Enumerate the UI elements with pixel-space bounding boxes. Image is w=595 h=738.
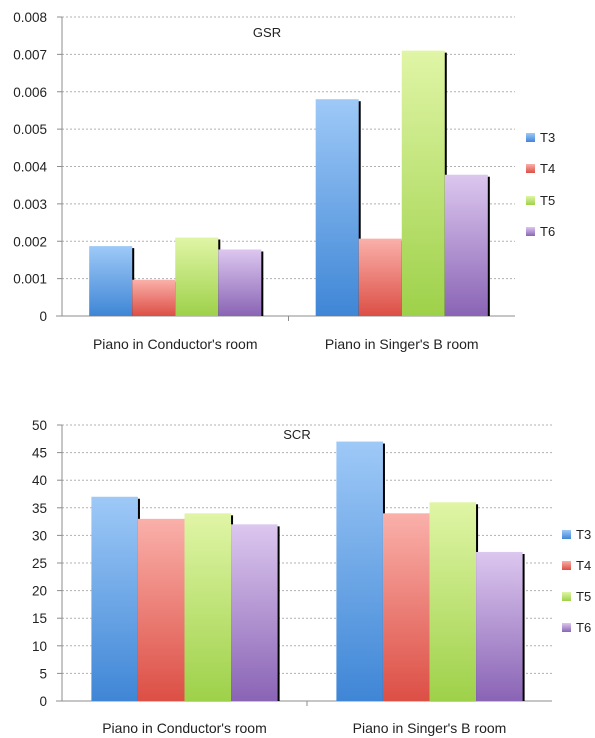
bar-t3 [89, 246, 133, 316]
bar-t5 [184, 513, 232, 701]
bar-t5 [175, 237, 219, 316]
y-tick-label: 40 [32, 473, 47, 488]
y-tick-label: 0.006 [13, 85, 47, 100]
bar-t5 [429, 502, 477, 701]
legend-label-t6: T6 [576, 620, 591, 635]
bar-t5 [401, 50, 445, 316]
y-tick-label: 20 [32, 584, 47, 599]
legend: T3 T4 T5 T6 [526, 130, 555, 239]
scr-chart: SCR 0 5 10 15 20 25 30 35 40 45 50 Piano in Conduct… [32, 418, 591, 736]
legend-label-t5: T5 [576, 589, 591, 604]
legend-swatch-t6 [562, 623, 571, 632]
bar-t6 [218, 249, 262, 316]
bar-t4 [132, 279, 176, 316]
y-tick-label: 35 [32, 501, 47, 516]
y-tick-label: 0.005 [13, 122, 47, 137]
y-tick-label: 0.007 [13, 47, 47, 62]
legend-label-t3: T3 [576, 527, 591, 542]
legend-swatch-t4 [526, 164, 535, 173]
bar-t3 [91, 496, 138, 701]
y-tick-label: 45 [32, 446, 47, 461]
y-tick-label: 0 [39, 694, 47, 709]
y-tick-label: 0.008 [13, 10, 47, 25]
bar-t4 [382, 513, 430, 701]
category-label: Piano in Singer's B room [325, 336, 479, 352]
y-tick-label: 0 [39, 309, 47, 324]
legend-label-t3: T3 [540, 130, 555, 145]
y-tick-label: 0.001 [13, 272, 47, 287]
y-tick-label: 30 [32, 528, 47, 543]
legend-label-t6: T6 [540, 224, 555, 239]
legend-label-t4: T4 [576, 558, 591, 573]
legend: T3 T4 T5 T6 [562, 527, 591, 635]
legend-swatch-t5 [562, 592, 571, 601]
legend-swatch-t3 [562, 530, 571, 539]
legend-label-t5: T5 [540, 193, 555, 208]
legend-swatch-t3 [526, 133, 535, 142]
y-tick-label: 0.004 [13, 160, 47, 175]
legend-swatch-t4 [562, 561, 571, 570]
y-tick-label: 0.003 [13, 197, 47, 212]
chart-title: GSR [253, 25, 281, 40]
legend-label-t4: T4 [540, 161, 555, 176]
bar-t4 [137, 518, 185, 701]
category-label: Piano in Singer's B room [353, 720, 507, 736]
y-tick-label: 25 [32, 556, 47, 571]
bar-t6 [476, 551, 523, 701]
category-label: Piano in Conductor's room [93, 336, 258, 352]
y-tick-label: 5 [39, 666, 47, 681]
legend-swatch-t6 [526, 227, 535, 236]
bar-t6 [444, 174, 488, 316]
y-tick-label: 15 [32, 611, 47, 626]
y-tick-label: 0.002 [13, 234, 47, 249]
bar-t6 [231, 524, 278, 701]
bar-t3 [336, 441, 383, 701]
category-label: Piano in Conductor's room [102, 720, 267, 736]
legend-swatch-t5 [526, 196, 535, 205]
bar-t4 [358, 238, 402, 316]
y-tick-label: 10 [32, 639, 47, 654]
y-tick-label: 50 [32, 418, 47, 433]
chart-title: SCR [283, 427, 310, 442]
bar-t3 [315, 99, 359, 316]
gsr-chart: GSR 0 0.001 0.002 0.003 0.004 0.005 0.006 0.007… [13, 10, 555, 352]
